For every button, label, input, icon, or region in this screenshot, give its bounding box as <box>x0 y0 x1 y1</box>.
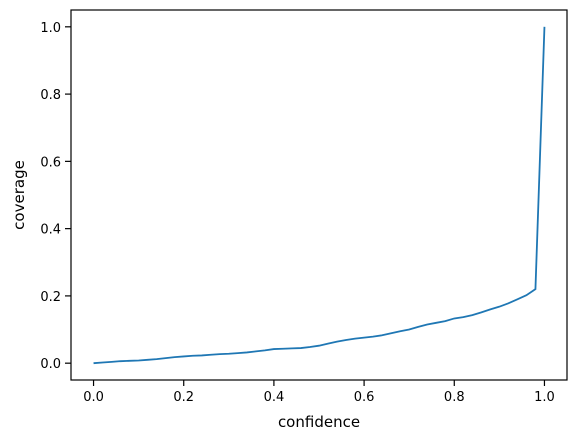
x-axis-label: confidence <box>278 413 360 431</box>
x-tick-label: 0.8 <box>444 390 465 405</box>
x-tick-label: 1.0 <box>534 390 555 405</box>
y-tick-label: 0.6 <box>40 155 61 170</box>
x-tick-label: 0.6 <box>354 390 375 405</box>
y-axis-label: coverage <box>10 160 28 230</box>
y-tick-label: 0.2 <box>40 290 61 305</box>
x-tick-label: 0.4 <box>264 390 285 405</box>
data-line <box>93 26 546 365</box>
y-tick-label: 0.0 <box>40 357 61 372</box>
y-tick-label: 0.8 <box>40 88 61 103</box>
x-tick-label: 0.2 <box>173 390 194 405</box>
x-tick-label: 0.0 <box>83 390 104 405</box>
y-tick-label: 1.0 <box>40 21 61 36</box>
plot-frame <box>70 9 568 381</box>
y-tick-label: 0.4 <box>40 223 61 238</box>
